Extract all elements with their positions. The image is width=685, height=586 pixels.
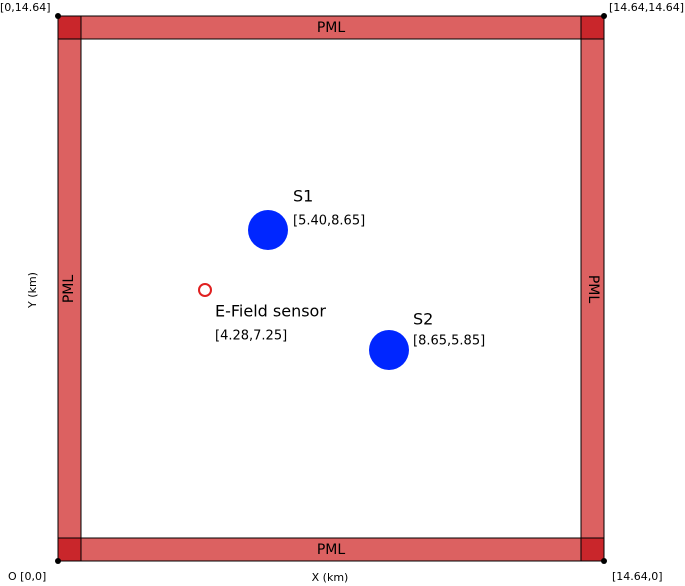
- source-label: S2: [413, 310, 433, 329]
- pml-corner: [580, 537, 605, 562]
- x-axis-label: X (km): [312, 571, 349, 584]
- corner-dot: [601, 558, 607, 564]
- pml-corner: [580, 15, 605, 40]
- pml-label: PML: [317, 542, 346, 558]
- pml-label: PML: [61, 275, 77, 304]
- source-coords: [5.40,8.65]: [293, 214, 365, 229]
- sensor: [198, 283, 212, 297]
- corner-dot: [601, 13, 607, 19]
- source: [369, 330, 409, 370]
- domain: [80, 38, 582, 539]
- y-axis-label: Y (km): [26, 272, 39, 309]
- corner-label: [14.64,14.64]: [609, 1, 684, 14]
- source-label: S1: [293, 187, 313, 206]
- corner-label: O [0,0]: [8, 570, 46, 583]
- pml-label: PML: [585, 275, 601, 304]
- pml-label: PML: [317, 20, 346, 36]
- pml-corner: [57, 537, 82, 562]
- source-coords: [8.65,5.85]: [413, 334, 485, 349]
- sensor-label: E-Field sensor: [215, 302, 326, 321]
- corner-dot: [55, 558, 61, 564]
- sensor-coords: [4.28,7.25]: [215, 329, 287, 344]
- corner-dot: [55, 13, 61, 19]
- source: [248, 210, 288, 250]
- pml-corner: [57, 15, 82, 40]
- corner-label: [0,14.64]: [0, 1, 51, 14]
- corner-label: [14.64,0]: [612, 570, 663, 583]
